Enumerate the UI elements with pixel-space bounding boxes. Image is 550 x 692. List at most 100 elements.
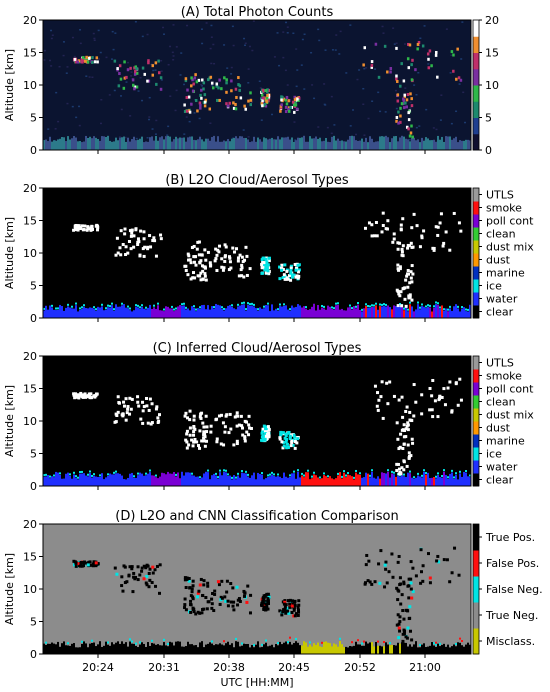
ice-cell [305,306,307,309]
ice-cell [99,474,101,477]
surface-layer-cell [207,305,209,318]
cloud-cell [389,67,393,71]
surface-layer-cell [129,641,131,654]
cloud-cell [381,416,385,420]
cloud-cell [282,602,286,606]
surface-layer-cell [267,305,269,318]
noise-cell [66,102,69,105]
surface-layer-cell [277,136,279,150]
surface-layer-cell [195,311,197,318]
cloud-cell [145,404,149,408]
cloud-cell [238,599,242,603]
cloud-cell [284,98,288,102]
cloud-cell [406,626,410,630]
cloud-cell [245,273,249,277]
noise-cell [200,28,203,30]
noise-cell [331,49,334,51]
surface-layer-cell [75,647,77,654]
colorbar-label: ice [486,280,502,293]
cloud-cell [146,564,150,568]
noise-cell [243,37,246,40]
ice-cell [107,473,109,476]
cloud-cell [74,564,78,568]
noise-cell [404,87,407,89]
cloud-cell [200,264,204,268]
surface-layer-cell [205,471,207,486]
surface-layer-cell [73,135,75,150]
surface-layer-cell [147,141,149,150]
cloud-cell [281,276,285,280]
cloud-cell [396,437,400,441]
surface-layer-cell [409,644,411,654]
surface-layer-cell [87,137,89,150]
noise-cell [186,24,189,27]
cloud-cell [79,225,83,229]
cloud-cell [296,270,300,274]
surface-layer-cell [405,477,407,486]
noise-cell [243,44,246,47]
cloud-cell [117,401,121,405]
cloud-cell [395,462,399,466]
ice-cell [107,304,109,307]
cloud-cell [435,50,438,54]
cloud-cell [204,98,208,102]
cloud-cell [83,59,87,63]
surface-layer-cell [89,643,91,654]
cloud-cell [215,437,219,441]
noise-cell [317,28,320,31]
surface-layer-cell [461,308,463,318]
y-axis-label: Altitude [km] [3,553,16,625]
cloud-cell [297,96,301,100]
cloud-cell [414,68,417,72]
cloud-cell [296,613,300,617]
ice-cell [223,307,225,310]
noise-cell [148,116,151,118]
cloud-cell [266,592,270,596]
noise-cell [303,33,306,36]
noise-cell [226,67,229,69]
heatmap-marks [43,20,471,150]
cloud-cell [430,64,433,68]
surface-layer-cell [419,309,421,318]
cloud-cell [400,102,404,106]
surface-layer-cell [389,477,391,486]
ice-cell [319,476,321,479]
cloud-cell [265,98,268,102]
cloud-cell [409,270,413,274]
cloud-cell [198,429,202,433]
surface-layer-cell [431,311,433,318]
surface-layer-cell [43,140,45,150]
surface-layer-cell [429,645,431,654]
surface-layer-cell [45,305,47,318]
colorbar-label: clean [486,396,516,409]
cloud-cell [159,87,163,91]
noise-cell [358,69,361,71]
surface-layer-cell [83,641,85,654]
ice-cell [409,470,411,473]
surface-layer-cell [457,479,459,486]
ice-cell [173,308,175,311]
surface-layer-cell [145,309,147,318]
cloud-cell [192,244,196,248]
false-neg-cell [107,641,109,644]
cloud-cell [283,277,287,281]
surface-layer-cell [171,141,173,150]
cloud-cell [267,435,271,439]
noise-cell [273,56,276,58]
colorbar-tick-label: 10 [485,79,499,92]
cloud-cell [148,397,152,401]
surface-layer-cell [291,644,293,654]
noise-cell [134,21,137,23]
surface-layer-cell [167,646,169,654]
surface-layer-cell [285,305,287,318]
colorbar-segment [473,421,479,435]
y-tick-label: 20 [23,518,37,531]
noise-cell [167,63,170,66]
cloud-cell [287,109,291,113]
cloud-cell [442,558,446,562]
cloud-cell [395,288,399,292]
ice-cell [223,469,225,472]
surface-layer-cell [293,643,295,654]
surface-layer-cell [105,137,107,150]
surface-layer-cell [155,308,157,318]
